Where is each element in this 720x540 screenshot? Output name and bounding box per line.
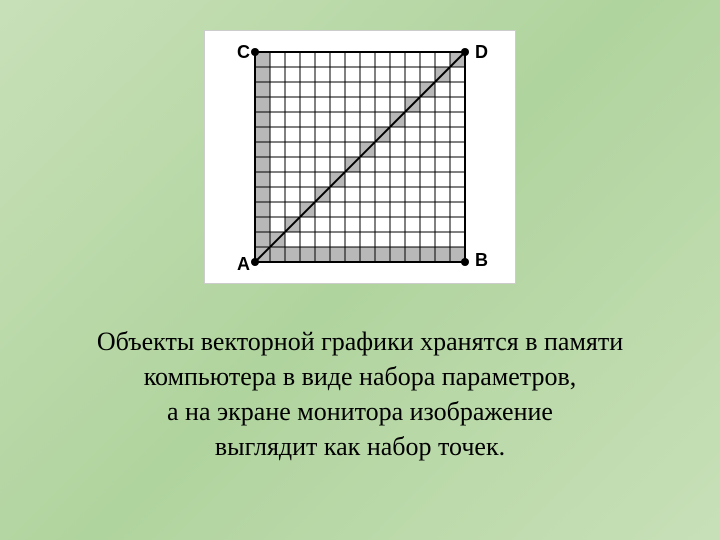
text-line-1: Объекты векторной графики хранятся в пам… [97, 324, 623, 359]
label-a: A [237, 254, 250, 275]
text-line-4: выглядит как набор точек. [97, 429, 623, 464]
label-b: B [475, 250, 488, 271]
text-line-2: компьютера в виде набора параметров, [97, 359, 623, 394]
label-d: D [475, 42, 488, 63]
label-c: C [237, 42, 250, 63]
raster-diagram: A C D B [225, 39, 495, 275]
diagram-svg [225, 39, 495, 275]
text-line-3: а на экране монитора изображение [97, 394, 623, 429]
diagram-container: A C D B [204, 30, 516, 284]
explanation-text: Объекты векторной графики хранятся в пам… [97, 324, 623, 464]
